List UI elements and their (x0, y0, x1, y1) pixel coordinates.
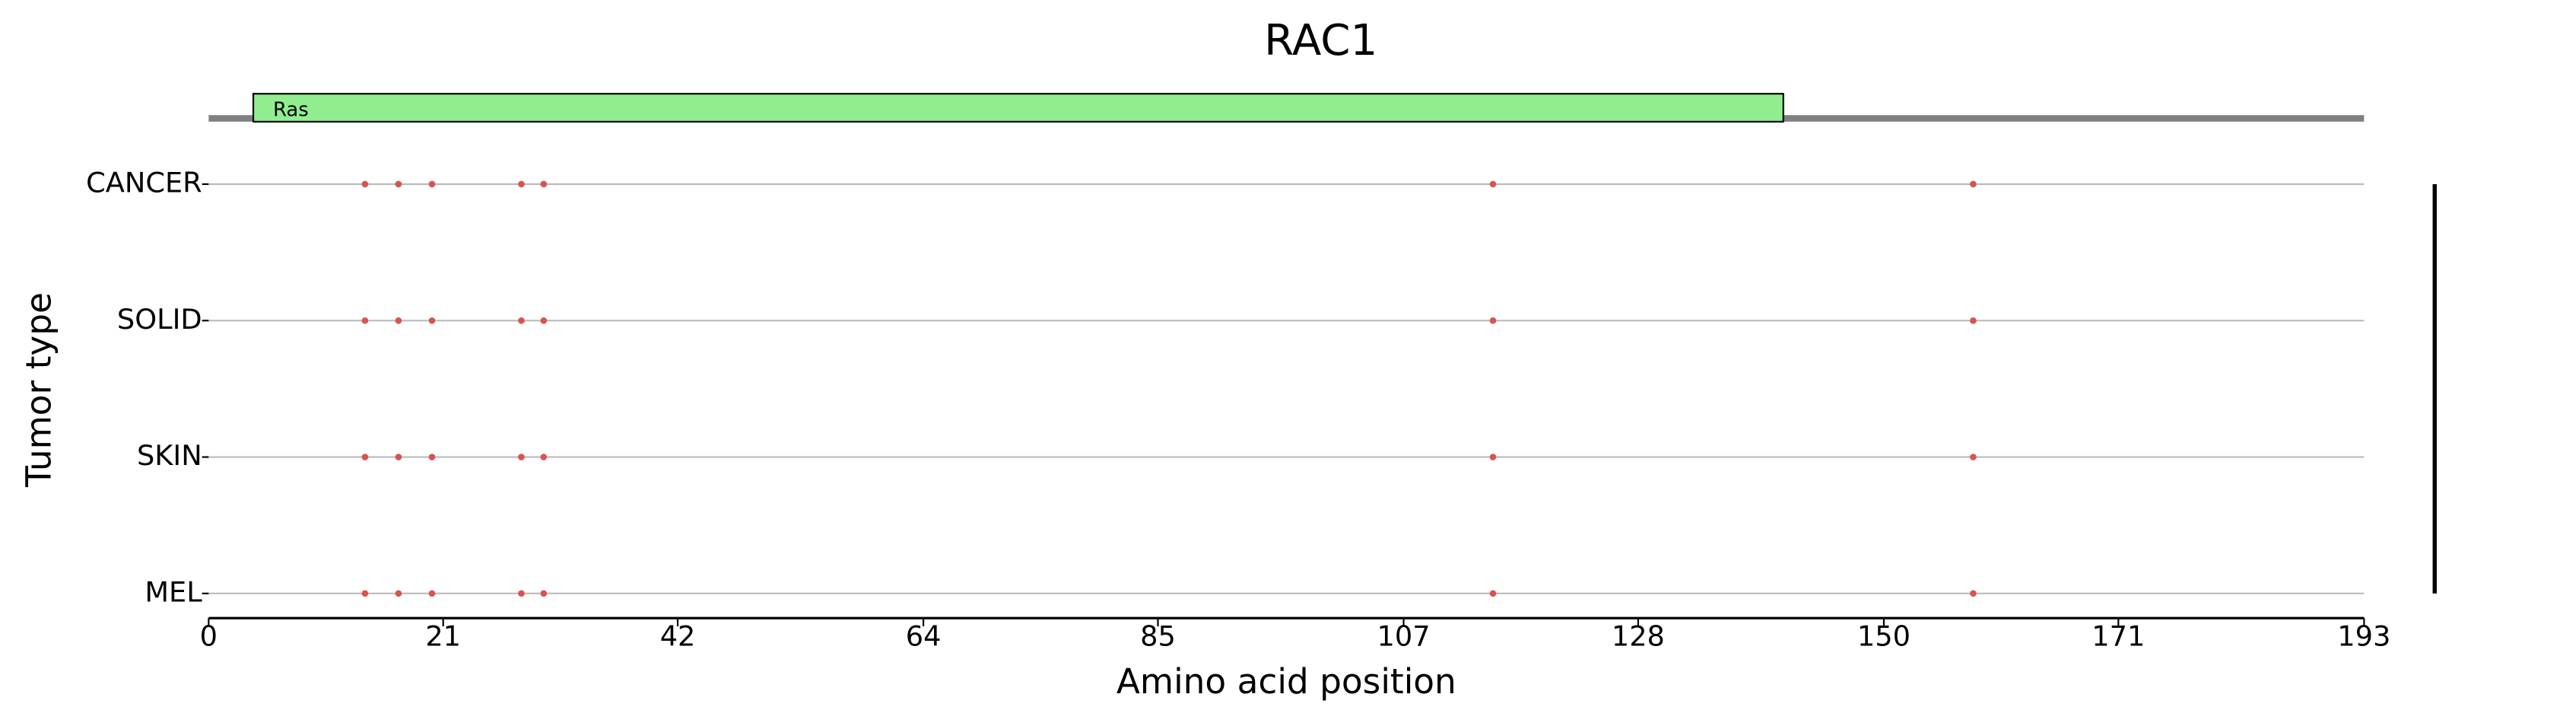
mutation-point (518, 317, 525, 324)
mutation-point (428, 590, 436, 597)
mutation-point (518, 180, 525, 188)
mutation-point (1970, 454, 1977, 460)
mutation-point (540, 590, 548, 597)
mutation-point (1489, 317, 1497, 324)
x-tick-label: 171 (2092, 620, 2145, 653)
y-tick-label: MEL (145, 575, 202, 608)
x-tick-label: 150 (1857, 620, 1911, 653)
x-tick-label: 21 (425, 620, 461, 653)
mutation-point (361, 590, 369, 597)
mutation-point (395, 180, 402, 188)
x-tick-label: 107 (1377, 620, 1430, 653)
y-tick-label: CANCER (86, 166, 202, 199)
mutation-point (1489, 180, 1497, 188)
mutation-point (1970, 180, 1977, 188)
y-tick-label: SKIN (137, 439, 202, 472)
x-tick-label: 64 (906, 620, 942, 653)
mutation-point (1489, 454, 1497, 460)
domain-label: Ras (273, 98, 309, 121)
x-tick-label: 0 (200, 620, 218, 653)
mutation-point (518, 454, 525, 460)
mutation-point (1970, 317, 1977, 324)
mutation-point (540, 317, 548, 324)
mutation-point (428, 317, 436, 324)
mutation-point (1489, 590, 1497, 597)
mutation-point (540, 180, 548, 188)
x-tick-label: 128 (1612, 620, 1665, 653)
mutation-point (1970, 590, 1977, 597)
x-axis-label: Amino acid position (1116, 661, 1456, 702)
mutation-point (395, 454, 402, 460)
x-tick-label: 42 (660, 620, 696, 653)
x-tick-label: 193 (2337, 620, 2390, 653)
mutation-point (361, 454, 369, 460)
domain (252, 93, 1784, 123)
y-axis-label: Tumor type (19, 292, 59, 488)
x-tick-label: 85 (1140, 620, 1176, 653)
mutation-point (395, 590, 402, 597)
mutation-point (518, 590, 525, 597)
chart-title: RAC1 (1264, 16, 1377, 65)
mutation-point (540, 454, 548, 460)
mutation-point (395, 317, 402, 324)
mutation-point (361, 317, 369, 324)
mutation-point (428, 454, 436, 460)
mutation-point (428, 180, 436, 188)
mutation-point (361, 180, 369, 188)
y-tick-label: SOLID (117, 303, 202, 336)
